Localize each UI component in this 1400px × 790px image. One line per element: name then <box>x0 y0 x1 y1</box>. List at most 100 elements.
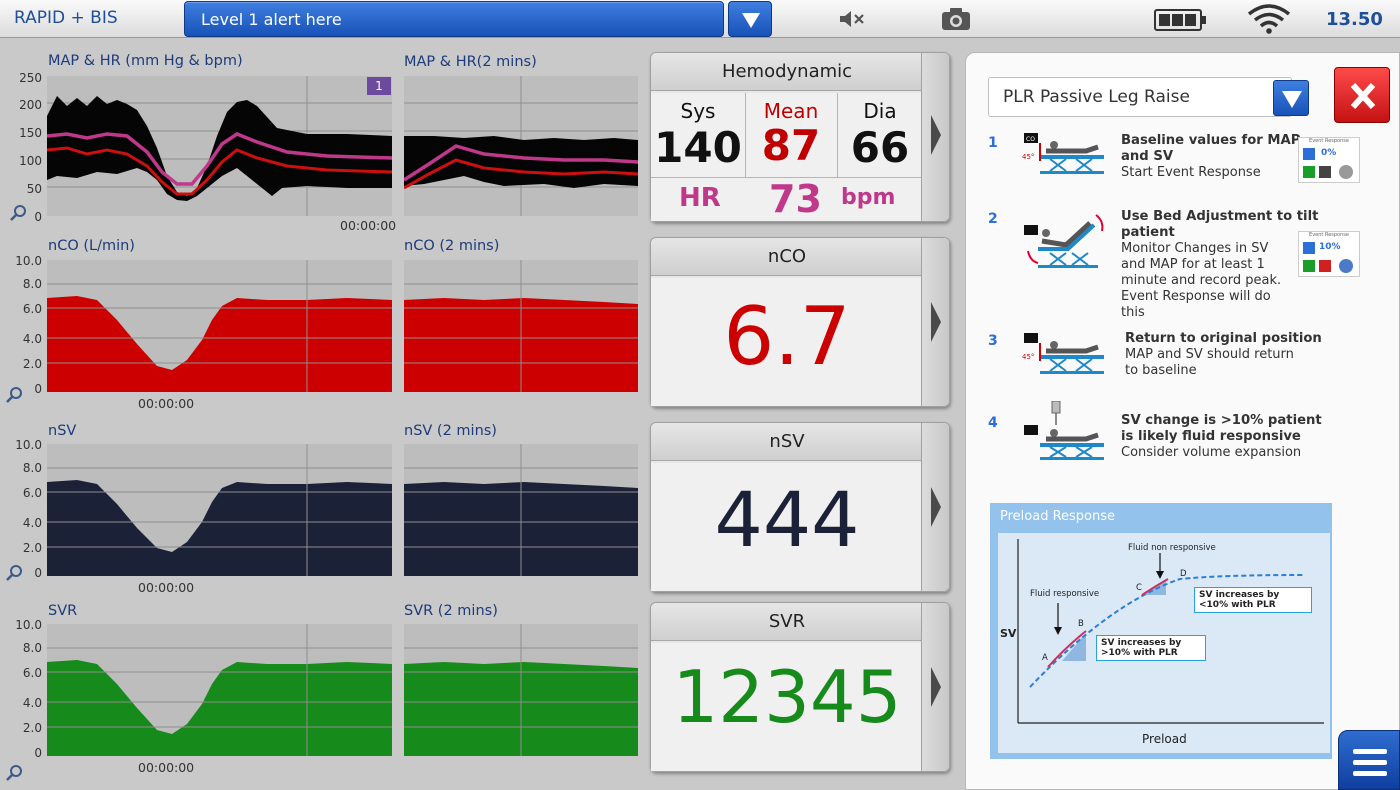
map-hr-plot[interactable] <box>47 76 392 216</box>
map-hr-2min-title: MAP & HR(2 mins) <box>404 54 537 70</box>
y-tick: 8.0 <box>22 461 42 475</box>
nco-plot[interactable] <box>47 260 392 392</box>
svr-plot[interactable] <box>47 624 392 756</box>
svr-2min-title: SVR (2 mins) <box>404 603 498 619</box>
mute-icon[interactable] <box>838 9 866 33</box>
hr-unit: bpm <box>841 185 896 210</box>
svr-value: 12345 <box>672 655 902 739</box>
mean-label: Mean <box>763 99 819 123</box>
nco-value: 6.7 <box>723 290 851 383</box>
protocol-select[interactable]: PLR Passive Leg Raise <box>988 77 1309 117</box>
svr-2min-plot[interactable] <box>404 624 638 756</box>
svr-tile[interactable]: SVR 12345 <box>650 602 950 772</box>
nsv-value: 444 <box>714 475 860 564</box>
chevron-down-icon <box>1282 91 1302 108</box>
zoom-icon[interactable] <box>6 386 24 404</box>
y-tick: 250 <box>19 71 42 85</box>
y-tick: 10.0 <box>15 254 42 268</box>
chevron-down-icon <box>742 13 760 28</box>
protocol-panel: PLR Passive Leg Raise 1 CO 45° Baseline … <box>965 52 1400 790</box>
y-tick: 0 <box>34 382 42 396</box>
wifi-icon <box>1246 4 1292 38</box>
tile-expand-arrow[interactable] <box>921 53 949 221</box>
tile-expand-arrow[interactable] <box>921 238 949 406</box>
map-hr-2min-plot[interactable] <box>404 76 638 216</box>
nco-tile[interactable]: nCO 6.7 <box>650 237 950 407</box>
chevron-right-icon <box>931 115 941 155</box>
app-title: RAPID + BIS <box>14 8 118 28</box>
step-title: Use Bed Adjustment to tilt patient <box>1121 209 1319 240</box>
camera-icon[interactable] <box>940 6 972 36</box>
nsv-2min-plot[interactable] <box>404 444 638 576</box>
y-tick: 0 <box>34 210 42 224</box>
y-tick: 6.0 <box>22 486 42 500</box>
mini-header: Event Response <box>1309 138 1349 144</box>
step-description: Consider volume expansion <box>1121 445 1302 460</box>
battery-icon <box>1154 8 1208 36</box>
tile-body: 12345 <box>651 643 923 771</box>
bed-iv-icon <box>1024 401 1104 460</box>
x-axis-label: Preload <box>1142 732 1187 746</box>
alert-text: Level 1 alert here <box>201 10 342 29</box>
step-number: 1 <box>988 135 998 151</box>
co-tag: CO <box>1026 136 1035 143</box>
point-label: D <box>1180 569 1187 579</box>
tile-title: SVR <box>651 603 923 641</box>
time-label: 00:00:00 <box>340 218 397 233</box>
tile-expand-arrow[interactable] <box>921 603 949 771</box>
point-label: B <box>1078 619 1084 629</box>
zoom-icon[interactable] <box>6 764 24 782</box>
alert-dropdown-button[interactable] <box>728 1 772 37</box>
y-tick: 4.0 <box>22 516 42 530</box>
hemodynamic-tile[interactable]: Hemodynamic Sys 140 Mean 87 Dia 66 HR 73… <box>650 52 950 222</box>
y-tick: 200 <box>19 98 42 112</box>
sv-under-10-box: SV increases by <10% with PLR <box>1194 587 1312 613</box>
protocol-dropdown-button[interactable] <box>1273 80 1309 116</box>
step-title: Return to original position <box>1125 331 1322 346</box>
step-description: MAP and SV should return to baseline <box>1125 347 1294 378</box>
sys-label: Sys <box>680 99 716 123</box>
nco-title: nCO (L/min) <box>48 238 135 254</box>
close-button[interactable] <box>1334 67 1390 123</box>
menu-button[interactable] <box>1338 730 1400 790</box>
step-number: 2 <box>988 211 998 227</box>
sys-value: 140 <box>654 123 742 172</box>
hr-label: HR <box>679 183 721 213</box>
tile-title: nSV <box>651 423 923 461</box>
nsv-tile[interactable]: nSV 444 <box>650 422 950 592</box>
alert-banner[interactable]: Level 1 alert here <box>184 1 724 37</box>
time-label: 00:00:00 <box>138 760 195 775</box>
clock: 13.50 <box>1326 9 1383 30</box>
chevron-right-icon <box>931 487 941 527</box>
nsv-plot[interactable] <box>47 444 392 576</box>
top-bar: RAPID + BIS Level 1 alert here 13.50 <box>0 0 1400 38</box>
tile-expand-arrow[interactable] <box>921 423 949 591</box>
event-marker-badge[interactable]: 1 <box>367 77 391 95</box>
point-label: C <box>1136 583 1142 593</box>
mini-header: Event Response <box>1309 232 1349 238</box>
mean-value: 87 <box>761 121 821 170</box>
point-label: A <box>1042 653 1048 663</box>
hr-value: 73 <box>769 177 822 221</box>
hamburger-icon <box>1353 749 1387 776</box>
mini-value: 10% <box>1319 242 1341 252</box>
tile-body: 444 <box>651 463 923 591</box>
nco-2min-title: nCO (2 mins) <box>404 238 500 254</box>
nco-2min-plot[interactable] <box>404 260 638 392</box>
y-tick: 100 <box>19 154 42 168</box>
bed-tilted-icon <box>1024 214 1104 268</box>
y-tick: 50 <box>26 182 42 196</box>
y-tick: 6.0 <box>22 666 42 680</box>
zoom-icon[interactable] <box>10 204 28 222</box>
zoom-icon[interactable] <box>6 564 24 582</box>
protocol-select-value: PLR Passive Leg Raise <box>1003 87 1190 107</box>
step-number: 4 <box>988 415 998 431</box>
chevron-right-icon <box>931 667 941 707</box>
sv-over-10-box: SV increases by >10% with PLR <box>1096 635 1206 661</box>
y-tick: 150 <box>19 126 42 140</box>
y-tick: 4.0 <box>22 332 42 346</box>
chevron-right-icon <box>931 302 941 342</box>
bed-flat-icon: 45° <box>1022 333 1104 374</box>
y-tick: 0 <box>34 746 42 760</box>
map-hr-title: MAP & HR (mm Hg & bpm) <box>48 53 243 69</box>
